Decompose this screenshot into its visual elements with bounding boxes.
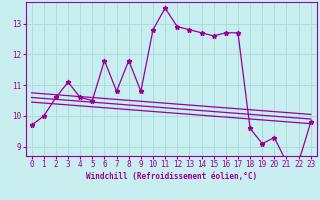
X-axis label: Windchill (Refroidissement éolien,°C): Windchill (Refroidissement éolien,°C) (86, 172, 257, 181)
